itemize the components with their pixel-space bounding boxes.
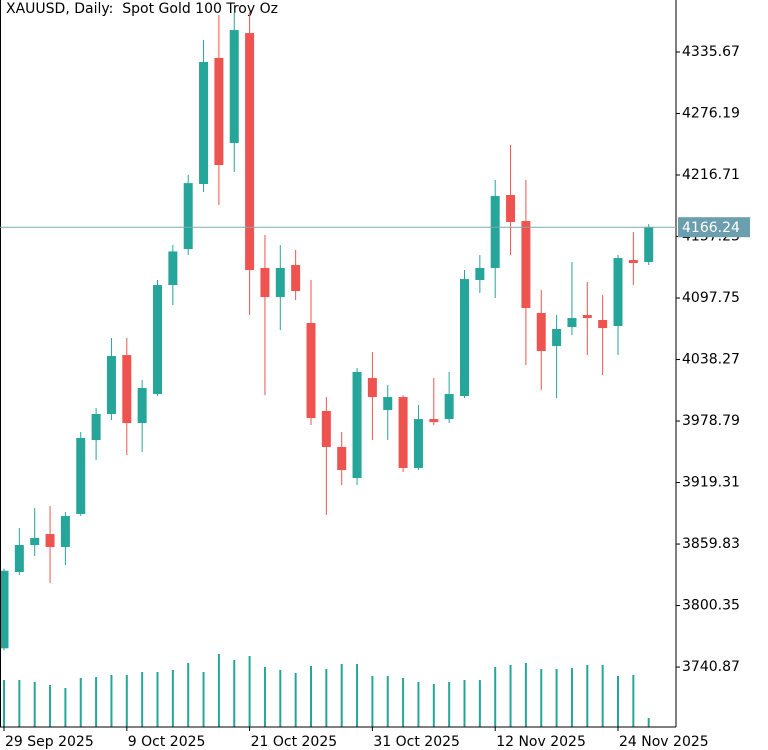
x-tick-label: 21 Oct 2025	[251, 734, 338, 750]
candle-body	[106, 355, 116, 414]
candle-body	[567, 318, 577, 328]
candle-body	[137, 388, 147, 423]
y-tick-label: 3800.35	[682, 598, 740, 614]
last-price-tag	[678, 217, 750, 238]
y-tick-label: 4335.67	[682, 44, 740, 60]
y-tick-label: 3740.87	[682, 659, 740, 675]
candle-body	[613, 258, 623, 326]
candle-body	[460, 279, 469, 397]
candle-body	[45, 534, 55, 547]
x-tick-label: 31 Oct 2025	[373, 734, 460, 750]
candle-body	[644, 227, 654, 262]
chart-title: XAUUSD, Daily: Spot Gold 100 Troy Oz	[6, 1, 278, 17]
candle-body	[429, 419, 439, 423]
candle-body	[383, 397, 393, 411]
candle-body	[183, 183, 193, 250]
candle-body	[260, 267, 270, 298]
candle-body	[306, 322, 316, 419]
candle-body	[60, 516, 70, 547]
candle-body	[76, 437, 86, 514]
y-tick-label: 4097.75	[682, 290, 740, 306]
y-tick-label: 4216.71	[682, 167, 740, 183]
y-tick-label: 4038.27	[682, 352, 740, 368]
candle-body	[229, 30, 239, 143]
candle-body	[199, 62, 209, 185]
candle-body	[536, 312, 546, 352]
candle-body	[0, 570, 9, 649]
candle-body	[91, 413, 101, 441]
candle-body	[444, 394, 454, 420]
candle-body	[291, 264, 301, 292]
candle-body	[275, 267, 285, 298]
candle-body	[398, 397, 408, 468]
y-tick-label: 3919.31	[682, 475, 740, 491]
candle-body	[582, 315, 592, 319]
candle-body	[506, 194, 516, 222]
candle-body	[521, 221, 531, 309]
candle-body	[367, 378, 377, 398]
candle-body	[153, 285, 162, 395]
x-tick-label: 9 Oct 2025	[128, 734, 206, 750]
candle-body	[122, 355, 132, 423]
y-tick-label: 3978.79	[682, 413, 740, 429]
candle-body	[30, 537, 40, 546]
candle-body	[245, 33, 255, 271]
candle-body	[214, 57, 224, 165]
candle-body	[598, 319, 608, 329]
candle-body	[321, 410, 331, 447]
candle-body	[413, 419, 423, 468]
y-tick-label: 3859.83	[682, 536, 740, 552]
x-tick-label: 29 Sep 2025	[5, 734, 94, 750]
x-tick-label: 24 Nov 2025	[619, 734, 709, 750]
candle-body	[337, 446, 347, 471]
last-price-label: 4166.24	[682, 220, 740, 236]
candle-body	[552, 328, 562, 347]
y-tick-label: 4276.19	[682, 106, 740, 122]
candle-body	[490, 196, 500, 268]
candle-body	[352, 372, 362, 479]
candle-body	[475, 267, 485, 280]
candle-body	[14, 545, 24, 572]
candle-body	[628, 260, 638, 264]
candle-body	[168, 251, 178, 286]
x-tick-label: 12 Nov 2025	[496, 734, 586, 750]
